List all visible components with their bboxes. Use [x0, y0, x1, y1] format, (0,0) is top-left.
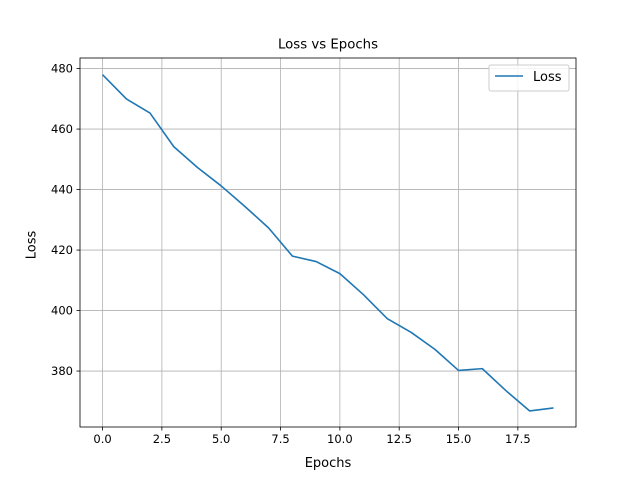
x-axis: 0.0 2.5 5.0 7.5 10.0 12.5 15.0 17.5 [93, 427, 531, 446]
grid-lines [80, 58, 576, 427]
y-axis-label: Loss [25, 231, 40, 260]
x-tick-label: 15.0 [446, 432, 472, 446]
x-tick-label: 12.5 [386, 432, 412, 446]
chart-title: Loss vs Epochs [278, 38, 378, 53]
x-tick-label: 7.5 [271, 432, 289, 446]
axes-spines [79, 57, 577, 428]
x-tick-label: 2.5 [153, 432, 171, 446]
legend-frame [488, 64, 570, 92]
y-axis: 380 400 420 440 460 480 [51, 62, 80, 378]
x-tick-label: 17.5 [505, 432, 531, 446]
series-layer [101, 74, 554, 412]
legend-label-loss: Loss [533, 70, 562, 85]
axes-frame [79, 57, 577, 428]
plot-area [80, 58, 576, 427]
y-tick-label: 440 [51, 183, 73, 197]
x-tick-label: 10.0 [327, 432, 353, 446]
legend: Loss [488, 64, 570, 92]
x-tick-label: 5.0 [212, 432, 230, 446]
series-line-loss [101, 74, 554, 412]
y-tick-label: 380 [51, 364, 73, 378]
x-axis-label: Epochs [305, 456, 352, 471]
y-tick-label: 420 [51, 243, 73, 257]
x-tick-label: 0.0 [93, 432, 111, 446]
y-tick-label: 460 [51, 122, 73, 136]
y-tick-label: 400 [51, 304, 73, 318]
y-tick-label: 480 [51, 62, 73, 76]
